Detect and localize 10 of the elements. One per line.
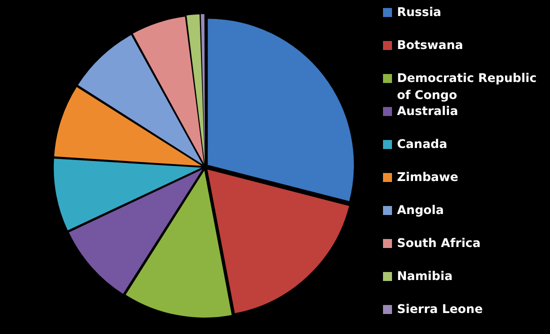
legend-label: Canada <box>397 136 448 153</box>
legend-label: Russia <box>397 4 442 21</box>
legend-label: Sierra Leone <box>397 301 483 318</box>
legend-label: Democratic Republic of Congo <box>397 70 538 104</box>
legend-label: Namibia <box>397 268 453 285</box>
legend-label: Australia <box>397 103 458 120</box>
legend-label: Botswana <box>397 37 464 54</box>
legend-label: South Africa <box>397 235 481 252</box>
legend-label: Angola <box>397 202 444 219</box>
legend-label: Zimbawe <box>397 169 458 186</box>
